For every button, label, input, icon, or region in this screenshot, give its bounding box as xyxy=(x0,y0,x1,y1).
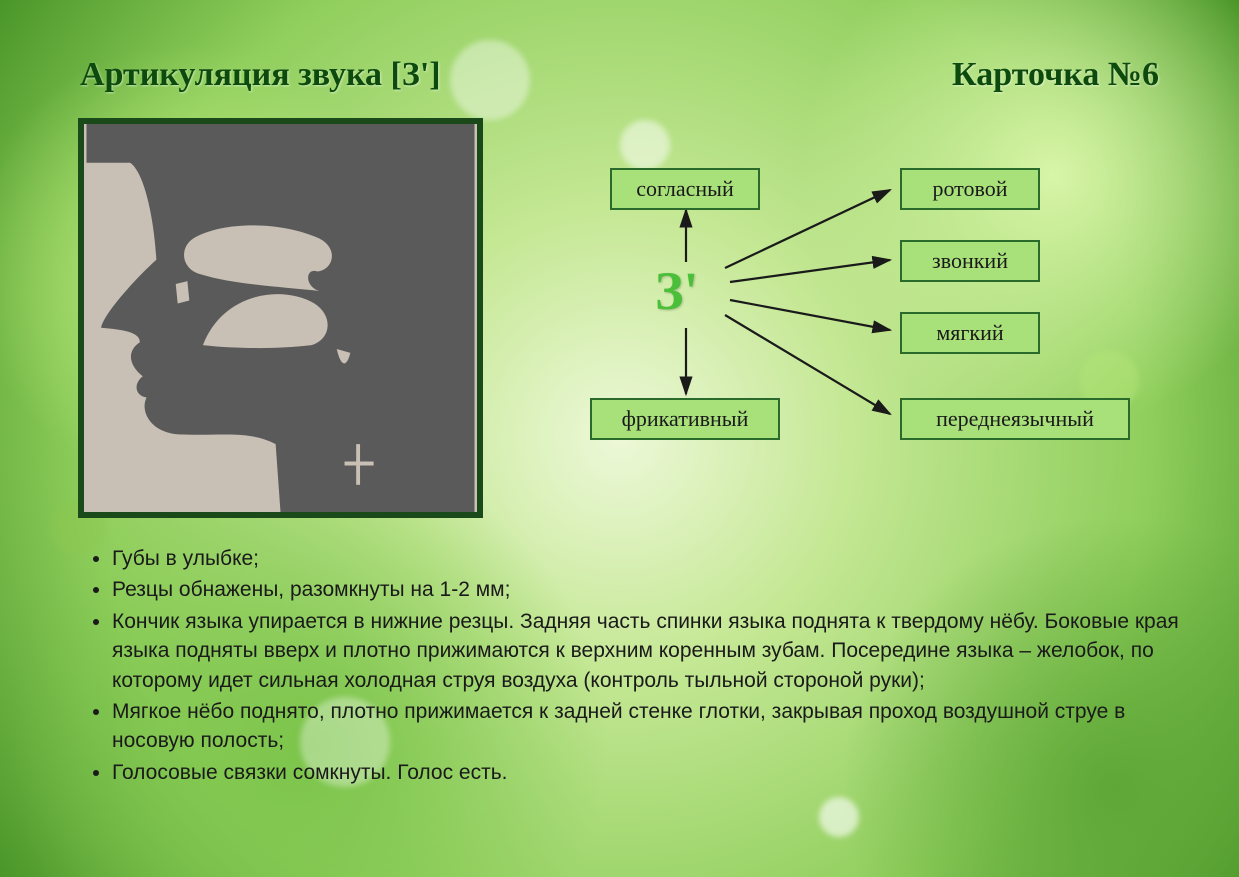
page-title: Артикуляция звука [З'] xyxy=(80,56,441,94)
list-item: Резцы обнажены, разомкнуты на 1-2 мм; xyxy=(112,575,1179,604)
mouth-profile-icon xyxy=(84,124,477,512)
list-item: Кончик языка упирается в нижние резцы. З… xyxy=(112,607,1179,695)
list-item: Губы в улыбке; xyxy=(112,544,1179,573)
list-item: Мягкое нёбо поднято, плотно прижимается … xyxy=(112,697,1179,756)
node-front-lingual: переднеязычный xyxy=(900,398,1130,440)
phoneme-letter: З' xyxy=(655,260,699,322)
articulation-profile-frame xyxy=(78,118,483,518)
list-item: Голосовые связки сомкнуты. Голос есть. xyxy=(112,758,1179,787)
description-list: Губы в улыбке; Резцы обнажены, разомкнут… xyxy=(80,544,1179,789)
node-voiced: звонкий xyxy=(900,240,1040,282)
node-fricative: фрикативный xyxy=(590,398,780,440)
node-consonant: согласный xyxy=(610,168,760,210)
header-row: Артикуляция звука [З'] Карточка №6 xyxy=(80,56,1159,94)
phoneme-diagram: З' согласный фрикативный ротовой звонкий… xyxy=(590,150,1160,480)
node-soft: мягкий xyxy=(900,312,1040,354)
card-number: Карточка №6 xyxy=(952,56,1159,94)
arrow-r3 xyxy=(730,300,890,330)
arrow-r2 xyxy=(730,260,890,282)
bokeh-circle xyxy=(819,797,859,837)
node-oral: ротовой xyxy=(900,168,1040,210)
